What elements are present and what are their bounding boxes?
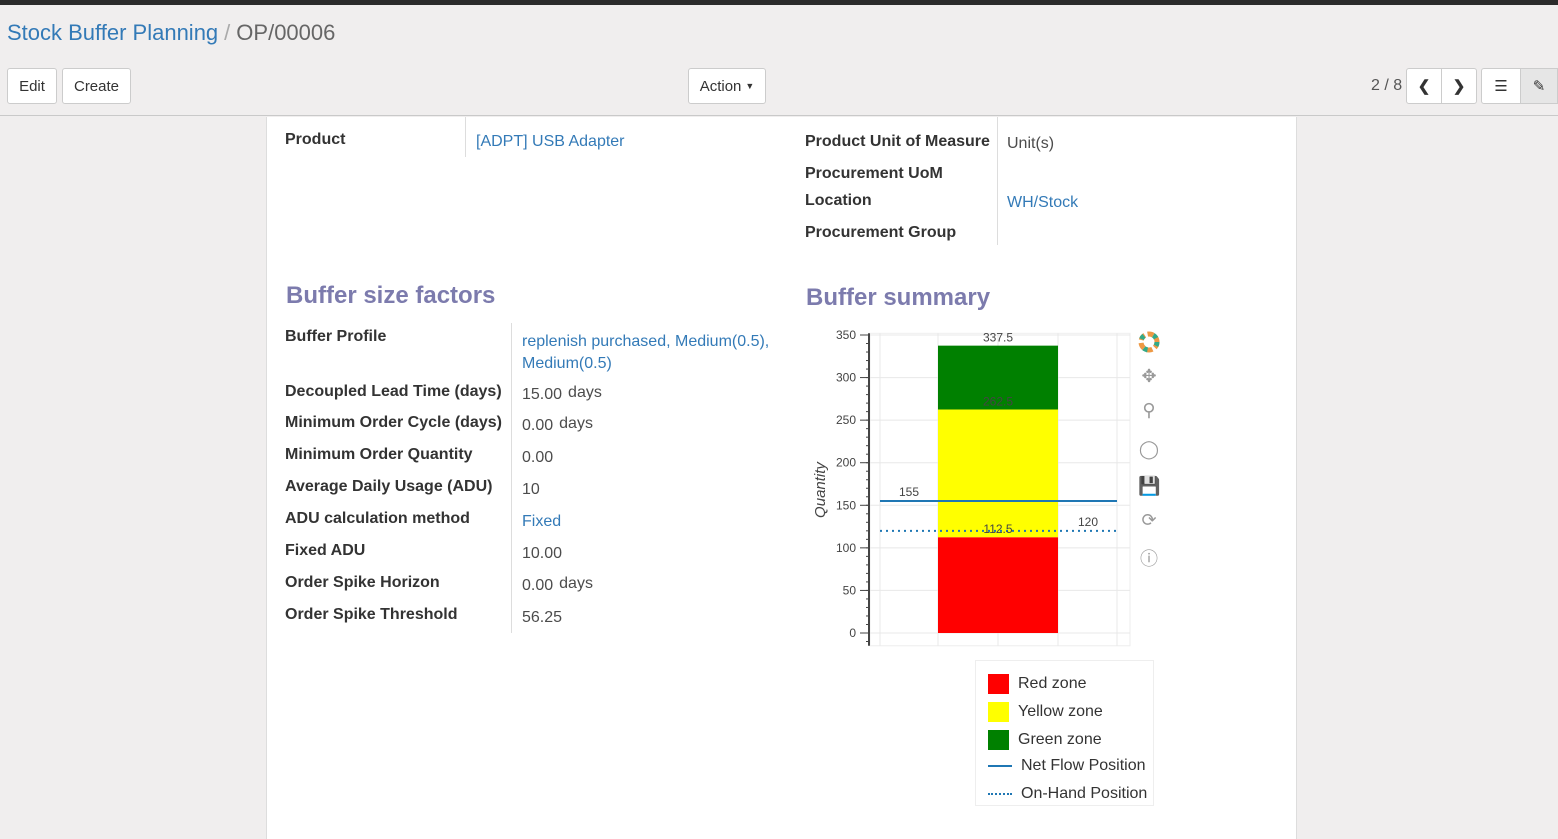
factor-label: Fixed ADU bbox=[285, 542, 366, 559]
action-label: Action bbox=[699, 77, 742, 95]
breadcrumb-current: OP/00006 bbox=[236, 20, 336, 45]
factor-value: 10.00 bbox=[522, 545, 563, 562]
factor-value: 0.00 bbox=[522, 449, 554, 466]
list-view-button[interactable]: ☰ bbox=[1481, 68, 1521, 104]
chart-legend: Red zone Yellow zone Green zone Net Flow… bbox=[975, 660, 1154, 806]
product-label: Product bbox=[285, 131, 346, 148]
factor-value[interactable]: Fixed bbox=[522, 513, 562, 530]
factor-label: Decoupled Lead Time (days) bbox=[285, 383, 502, 400]
procurement-uom-label: Procurement UoM bbox=[805, 165, 943, 182]
pan-tool-icon[interactable]: ✥ bbox=[1141, 366, 1157, 386]
chevron-right-icon: ❯ bbox=[1452, 78, 1466, 95]
factor-label: Order Spike Horizon bbox=[285, 574, 440, 591]
procurement-group-label: Procurement Group bbox=[805, 224, 957, 241]
buffer-summary-title: Buffer summary bbox=[806, 284, 991, 311]
factor-label: Average Daily Usage (ADU) bbox=[285, 478, 493, 495]
create-button[interactable]: Create bbox=[62, 68, 131, 104]
factor-value: 0.00 days bbox=[522, 415, 593, 434]
chevron-left-icon: ❮ bbox=[1417, 78, 1431, 95]
unit-label: days bbox=[568, 384, 602, 401]
factor-label: Minimum Order Quantity bbox=[285, 446, 473, 463]
box-zoom-icon[interactable]: ⚲ bbox=[1142, 400, 1156, 420]
factor-value: 15.00 days bbox=[522, 384, 602, 403]
pager-value: 2 / 8 bbox=[1371, 77, 1403, 94]
previous-record-button[interactable]: ❮ bbox=[1406, 68, 1442, 104]
list-icon: ☰ bbox=[1494, 78, 1508, 95]
factor-label: Minimum Order Cycle (days) bbox=[285, 414, 502, 431]
factor-value: 10 bbox=[522, 481, 540, 498]
breadcrumb-parent-link[interactable]: Stock Buffer Planning bbox=[7, 20, 219, 45]
legend-on-hand: On-Hand Position bbox=[988, 785, 1147, 803]
save-icon[interactable]: 💾 bbox=[1138, 476, 1161, 496]
breadcrumb: Stock Buffer Planning / OP/00006 bbox=[7, 20, 336, 45]
top-bar bbox=[0, 0, 1558, 5]
action-dropdown[interactable]: Action ▼ bbox=[688, 68, 766, 104]
factor-value: 0.00 days bbox=[522, 575, 593, 594]
bokeh-logo-icon[interactable] bbox=[1138, 331, 1160, 353]
factor-label: ADU calculation method bbox=[285, 510, 470, 527]
factor-value: 56.25 bbox=[522, 609, 563, 626]
wheel-zoom-icon[interactable]: ◯ bbox=[1138, 439, 1160, 459]
factor-value[interactable]: replenish purchased, Medium(0.5), Medium… bbox=[522, 333, 770, 372]
buffer-size-factors-title: Buffer size factors bbox=[286, 282, 496, 309]
legend-yellow-zone: Yellow zone bbox=[988, 702, 1103, 722]
legend-red-zone: Red zone bbox=[988, 674, 1087, 694]
next-record-button[interactable]: ❯ bbox=[1441, 68, 1477, 104]
location-label: Location bbox=[805, 192, 872, 209]
location-link[interactable]: WH/Stock bbox=[1007, 194, 1079, 211]
caret-down-icon: ▼ bbox=[745, 81, 755, 91]
product-link[interactable]: [ADPT] USB Adapter bbox=[476, 133, 625, 150]
factor-label: Buffer Profile bbox=[285, 328, 387, 345]
uom-value[interactable]: Unit(s) bbox=[1007, 135, 1055, 152]
reset-icon[interactable]: ⟳ bbox=[1141, 510, 1157, 530]
factor-label: Order Spike Threshold bbox=[285, 606, 458, 623]
help-icon[interactable]: ⓘ bbox=[1140, 549, 1158, 569]
control-panel: Stock Buffer Planning / OP/00006 Edit Crea… bbox=[0, 5, 1558, 116]
unit-label: days bbox=[559, 575, 593, 592]
unit-label: days bbox=[559, 415, 593, 432]
legend-net-flow: Net Flow Position bbox=[988, 757, 1146, 775]
uom-label: Product Unit of Measure bbox=[805, 133, 990, 150]
edit-button[interactable]: Edit bbox=[7, 68, 57, 104]
legend-green-zone: Green zone bbox=[988, 730, 1102, 750]
form-view-button[interactable]: ✎ bbox=[1520, 68, 1558, 104]
edit-square-icon: ✎ bbox=[1532, 78, 1546, 95]
